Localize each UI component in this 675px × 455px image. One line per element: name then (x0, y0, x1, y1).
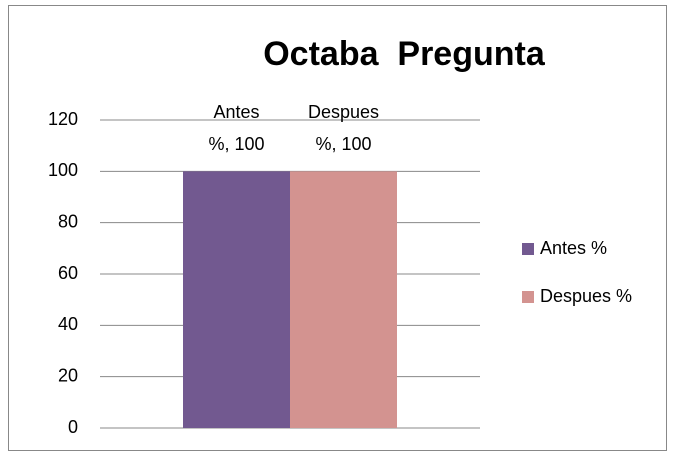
legend-label: Despues % (540, 286, 632, 306)
chart-title: Octaba Pregunta (263, 35, 546, 73)
data-label: Despues %, 100 (307, 102, 380, 155)
legend-swatch (522, 291, 534, 303)
bar (290, 171, 397, 429)
legend-label: Antes % (540, 238, 607, 258)
legend-swatch (522, 243, 534, 255)
y-tick-label: 120 (48, 109, 78, 129)
y-tick-label: 60 (58, 263, 78, 283)
y-tick-label: 40 (58, 314, 78, 334)
y-tick-label: 80 (58, 211, 78, 231)
y-tick-label: 100 (48, 160, 78, 180)
y-tick-label: 20 (58, 365, 78, 385)
data-label: Antes %, 100 (208, 102, 265, 155)
bar (183, 171, 290, 429)
y-tick-label: 0 (68, 417, 78, 437)
